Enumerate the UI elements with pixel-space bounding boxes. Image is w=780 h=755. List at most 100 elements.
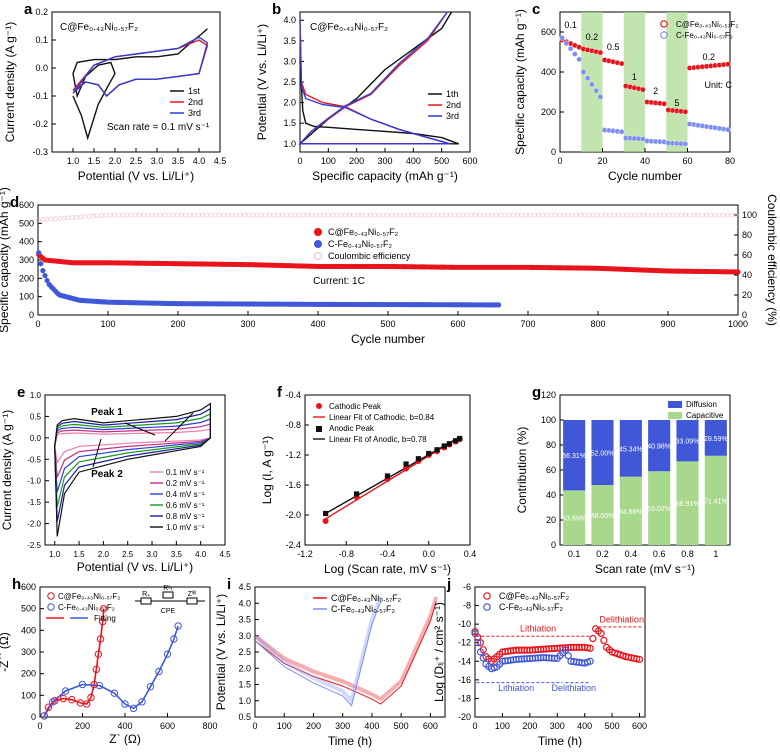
ce-point — [645, 212, 651, 218]
ce-point — [477, 212, 483, 218]
y-tick-label: 0.0 — [35, 63, 48, 73]
ce-point — [468, 212, 474, 218]
rate-band — [666, 12, 688, 152]
ce-point — [447, 212, 453, 218]
y-tick-label: 80 — [546, 440, 556, 450]
y2-tick-label: 20 — [742, 290, 752, 300]
data-point — [59, 694, 68, 703]
y-axis-label: Log (Dₗᵢ⁺ / cm² s⁻¹) — [432, 602, 446, 702]
capacity-point-blue — [44, 277, 50, 284]
bar-label: 40.98% — [647, 444, 671, 451]
legend-marker — [314, 252, 322, 260]
legend-label: C-Fe₀.₄₃Ni₀.₅₇F₂ — [328, 239, 393, 249]
y-tick-label: 600 — [21, 582, 36, 592]
x-tick-label: 1.5 — [88, 156, 101, 166]
x-tick-label: 0.4 — [625, 549, 638, 559]
data-point — [597, 94, 604, 100]
y-tick-label: -2.0 — [27, 520, 41, 529]
y-tick-label: 500 — [21, 604, 36, 614]
x-tick-label: 40 — [640, 156, 650, 166]
anodic-point — [384, 473, 391, 479]
panel-label: c — [532, 1, 540, 18]
x-tick-label: 200 — [349, 156, 364, 166]
bar-capacitive — [704, 455, 727, 545]
data-point — [95, 681, 104, 690]
panel-d: d0 100 200 300 400 500 600 700 800 900 10000100200… — [0, 187, 779, 346]
legend-label: C@Fe₀.₄₃Ni₀.₅₇F₂ — [328, 227, 399, 237]
x-tick-label: 600 — [423, 721, 438, 731]
x-tick-label: 100 — [100, 319, 115, 329]
bar-label: 54.66% — [619, 509, 643, 516]
ce-point — [338, 212, 344, 218]
bar-capacitive — [563, 490, 586, 545]
ce-point — [48, 216, 54, 222]
ce-point — [208, 212, 214, 218]
y-tick-label: 60 — [546, 465, 556, 475]
ce-point — [515, 212, 520, 218]
bar-label: 33.09% — [676, 439, 700, 446]
x-tick-label: 200 — [306, 721, 321, 731]
ce-point — [279, 212, 285, 218]
x-tick-label: 600 — [450, 319, 465, 329]
y-tick-label: 0.2 — [35, 7, 48, 17]
ce-point — [401, 212, 407, 218]
bar-diffusion — [619, 420, 642, 477]
annotation: Scan rate = 0.1 mV s⁻¹ — [107, 122, 210, 133]
ce-point — [355, 212, 361, 218]
data-point — [44, 703, 53, 711]
x-tick-label: 500 — [380, 319, 395, 329]
panel-f: f -1.2 -0.8 -0.4 0.0 0.4 -2.4 -2.0 -1.6 -1.2 -0.8 -… — [260, 384, 476, 576]
x-tick-label: 1.5 — [73, 550, 85, 559]
x-tick-label: 0.8 — [681, 549, 694, 559]
y-tick-label: -0.1 — [32, 91, 48, 101]
ce-point — [691, 212, 697, 218]
anodic-point — [457, 435, 463, 442]
circuit-label: Rₛ — [142, 591, 150, 598]
legend-label: C@Fe₀.₄₃Ni₀.₅₇F₂ — [331, 593, 402, 603]
data-point — [90, 680, 98, 689]
ce-point — [212, 212, 218, 218]
ce-point — [99, 213, 104, 218]
ce-point — [510, 212, 516, 218]
y-axis-label: Specific capacity (mAh g⁻¹) — [513, 9, 527, 155]
x-tick-label: 0 — [35, 319, 40, 329]
y-tick-label: 40 — [546, 490, 556, 500]
y2-tick-label: 0 — [742, 310, 747, 320]
ce-point — [582, 212, 588, 218]
y-tick-label: 1.5 — [238, 680, 251, 690]
ce-point — [460, 212, 466, 218]
bar-diffusion — [648, 420, 671, 472]
x-tick-label: 100 — [321, 156, 336, 166]
y-tick-label: -16 — [458, 675, 471, 685]
x-tick-label: 100 — [495, 721, 510, 731]
ce-point — [431, 212, 436, 218]
data-point — [479, 654, 487, 662]
ce-point — [292, 212, 298, 218]
data-point — [98, 617, 107, 626]
x-tick-label: -1.2 — [297, 549, 313, 559]
ce-point — [300, 212, 306, 218]
x-tick-label: 300 — [240, 319, 255, 329]
bar-diffusion — [563, 420, 586, 491]
data-point — [129, 704, 138, 713]
legend-swatch — [668, 401, 682, 408]
x-tick-label: 0.6 — [653, 549, 666, 559]
delithiation-label: Delithiation — [599, 614, 644, 624]
data-point — [725, 126, 731, 133]
capacity-point-blue — [496, 302, 502, 308]
y-tick-label: 0.5 — [238, 712, 251, 722]
ce-point — [250, 212, 256, 218]
x-tick-label: 3.5 — [171, 550, 183, 559]
legend-label: Linear Fit of Anodic, b=0.78 — [329, 435, 427, 444]
y-tick-label: 4.0 — [283, 15, 296, 25]
ce-point — [91, 213, 96, 219]
legend-label: 0.2 mV s⁻¹ — [166, 479, 205, 488]
x-tick-label: 200 — [522, 721, 537, 731]
series-line-1st — [72, 28, 208, 141]
ce-point — [599, 212, 604, 218]
x-tick-label: 0.0 — [422, 549, 435, 559]
x-axis-label: Scan rate (mV s⁻¹) — [595, 562, 695, 576]
ce-point — [149, 212, 155, 218]
x-axis-label: Potential (V vs. Li/Li⁺) — [77, 560, 193, 574]
y-tick-label: 0 — [551, 540, 556, 550]
